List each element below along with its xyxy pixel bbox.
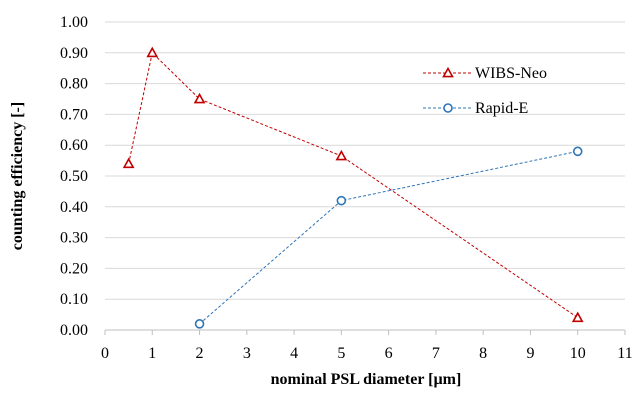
data-point-wibs-neo [122, 157, 135, 169]
series-line-wibs-neo [128, 51, 579, 319]
x-tick-label: 8 [479, 345, 487, 362]
x-tick-label: 3 [243, 345, 251, 362]
data-point-wibs-neo [571, 311, 584, 323]
data-point-wibs-neo [146, 46, 159, 58]
legend-marker-wibs-neo [442, 66, 454, 78]
x-tick-label: 2 [196, 345, 204, 362]
data-point-rapid-e [572, 146, 583, 157]
legend: WIBS-Neo Rapid-E [423, 65, 547, 117]
gridlines [105, 21, 625, 300]
x-tick-label: 7 [432, 345, 440, 362]
y-tick-label: 0.00 [60, 322, 88, 339]
x-tick-label: 5 [337, 345, 345, 362]
y-axis-title: counting efficiency [-] [9, 102, 26, 250]
x-tick-label: 0 [101, 345, 109, 362]
x-tick-label: 11 [617, 345, 632, 362]
y-tick-label: 0.30 [60, 230, 88, 247]
data-point-wibs-neo [193, 92, 206, 104]
y-tick-label: 0.60 [60, 137, 88, 154]
series [122, 46, 584, 329]
y-tick-label: 0.80 [60, 76, 88, 93]
y-tick-label: 0.20 [60, 260, 88, 277]
x-tick-label: 10 [570, 345, 586, 362]
y-tick-label: 1.00 [60, 14, 88, 31]
data-point-rapid-e [194, 319, 205, 329]
x-tick-label: 6 [385, 345, 393, 362]
data-point-rapid-e [336, 195, 347, 206]
axes: 0.00 0.10 0.20 0.30 0.40 0.50 0.60 0.70 0.80 0.90… [60, 14, 633, 362]
x-tick-label: 9 [526, 345, 534, 362]
x-axis-title: nominal PSL diameter [µm] [271, 371, 462, 388]
y-tick-label: 0.90 [60, 45, 88, 62]
y-tick-label: 0.40 [60, 199, 88, 216]
legend-label-wibs-neo: WIBS-Neo [475, 65, 547, 82]
x-tick-label: 4 [290, 345, 298, 362]
legend-label-rapid-e: Rapid-E [475, 100, 528, 117]
data-point-wibs-neo [335, 149, 348, 161]
x-tick-label: 1 [148, 345, 156, 362]
y-tick-label: 0.70 [60, 106, 88, 123]
y-tick-label: 0.50 [60, 168, 88, 185]
y-tick-label: 0.10 [60, 291, 88, 308]
legend-marker-rapid-e [443, 103, 453, 113]
